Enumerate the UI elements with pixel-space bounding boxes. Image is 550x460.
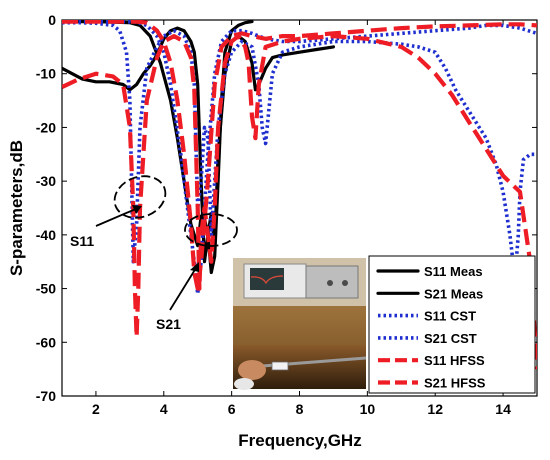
x-axis-label: Frequency,GHz [238, 431, 361, 450]
series-lines [62, 20, 537, 370]
series-line-s21-cst [62, 20, 537, 296]
s21-arrow [169, 267, 197, 311]
x-tick-label: 12 [427, 401, 443, 417]
s21-annotation-label: S21 [156, 316, 181, 332]
y-tick-label: -20 [36, 119, 56, 135]
s11-arrow [95, 207, 139, 227]
y-tick-label: -10 [36, 66, 56, 82]
legend-label: S11 CST [424, 309, 476, 324]
legend-label: S21 CST [424, 331, 477, 346]
x-tick-label: 2 [92, 401, 100, 417]
photo-inset [233, 258, 367, 390]
s21-highlight-ellipse [184, 213, 238, 247]
legend-box [368, 255, 536, 394]
s11-highlight-ellipse [113, 175, 167, 219]
legend-label: S11 HFSS [424, 353, 485, 368]
series-line-s21-hfss [62, 20, 537, 291]
x-tick-label: 10 [360, 401, 376, 417]
x-tick-label: 6 [228, 401, 236, 417]
legend-label: S11 Meas [424, 264, 483, 279]
y-tick-label: -70 [36, 388, 56, 404]
y-tick-label: 0 [48, 12, 56, 28]
y-axis-label: S-parameters,dB [7, 140, 26, 276]
s21-arrowhead [190, 262, 199, 272]
s11-annotation-label: S11 [70, 233, 94, 249]
legend-label: S21 Meas [424, 286, 483, 301]
x-tick-label: 4 [160, 401, 168, 417]
series-line-s11-cst [62, 20, 537, 280]
annotation-markers: S11 S21 [70, 175, 238, 332]
y-tick-label: -60 [36, 334, 56, 350]
y-tick-label: -40 [36, 227, 56, 243]
series-line-s11-hfss [62, 34, 537, 370]
x-tick-label: 14 [495, 401, 511, 417]
x-tick-label: 8 [296, 401, 304, 417]
legend: S11 Meas S21 Meas S11 CST S21 CST S11 HFSS S2… [368, 255, 536, 394]
y-tick-label: -50 [36, 281, 56, 297]
s11-arrowhead [132, 205, 142, 214]
y-tick-label: -30 [36, 173, 56, 189]
legend-label: S21 HFSS [424, 376, 486, 391]
